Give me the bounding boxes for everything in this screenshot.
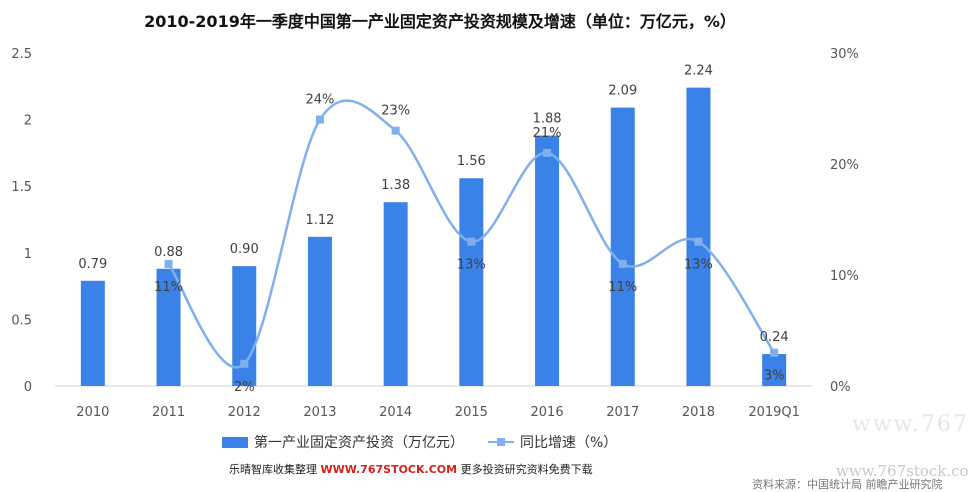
line-point bbox=[467, 237, 476, 246]
x-tick-label: 2011 bbox=[152, 405, 185, 420]
y-left-tick-label: 1 bbox=[24, 247, 32, 262]
bar-value-label: 0.90 bbox=[230, 242, 259, 257]
bar bbox=[762, 354, 787, 386]
bar-value-label: 1.56 bbox=[457, 154, 486, 169]
legend-bar-label: 第一产业固定资产投资（万亿元） bbox=[254, 435, 464, 451]
source-note: 资料来源：中国统计局 前瞻产业研究院 bbox=[752, 478, 943, 491]
footer-tagline: 更多投资研究资料免费下载 bbox=[460, 463, 593, 476]
legend-item-line: 同比增速（%） bbox=[488, 432, 617, 452]
bar bbox=[610, 107, 635, 386]
line-value-label: 3% bbox=[764, 369, 785, 384]
footer-url-link[interactable]: WWW.767STOCK.COM bbox=[320, 463, 458, 476]
y-right-tick-label: 30% bbox=[830, 47, 859, 62]
x-tick-label: 2012 bbox=[228, 405, 261, 420]
bar bbox=[535, 135, 560, 386]
bar-value-label: 0.24 bbox=[760, 330, 789, 345]
watermark-site: www.767stock.com bbox=[836, 462, 968, 480]
bar-value-label: 0.88 bbox=[154, 245, 183, 260]
line-value-label: 2% bbox=[234, 380, 255, 395]
y-left-tick-label: 0 bbox=[24, 380, 32, 395]
bar bbox=[383, 202, 408, 386]
line-point bbox=[315, 115, 324, 124]
line-value-label: 11% bbox=[154, 280, 183, 295]
line-point bbox=[618, 259, 627, 268]
x-tick-label: 2010 bbox=[76, 405, 109, 420]
line-point bbox=[240, 359, 249, 368]
bar-value-label: 2.24 bbox=[684, 64, 713, 79]
bar bbox=[156, 268, 181, 386]
growth-line bbox=[167, 99, 776, 369]
line-value-label: 13% bbox=[457, 258, 486, 273]
legend-bar-swatch bbox=[222, 436, 248, 448]
y-right-tick-label: 10% bbox=[830, 269, 859, 284]
line-point bbox=[770, 348, 779, 357]
bar-value-label: 1.88 bbox=[533, 112, 562, 127]
legend: 第一产业固定资产投资（万亿元） 同比增速（%） bbox=[222, 432, 641, 452]
line-point bbox=[543, 148, 552, 157]
bar-value-label: 1.38 bbox=[381, 178, 410, 193]
legend-line-swatch bbox=[488, 438, 514, 446]
x-tick-label: 2015 bbox=[455, 405, 488, 420]
line-point bbox=[164, 259, 173, 268]
x-tick-label: 2014 bbox=[379, 405, 412, 420]
line-value-label: 24% bbox=[305, 93, 334, 108]
chart-title: 2010-2019年一季度中国第一产业固定资产投资规模及增速（单位：万亿元，%） bbox=[144, 12, 736, 31]
x-tick-label: 2017 bbox=[606, 405, 639, 420]
x-tick-label: 2018 bbox=[682, 405, 715, 420]
y-left-tick-label: 0.5 bbox=[11, 313, 32, 328]
legend-line-label: 同比增速（%） bbox=[520, 435, 618, 451]
line-value-label: 23% bbox=[381, 104, 410, 119]
y-right-tick-label: 0% bbox=[830, 380, 851, 395]
footer-collector: 乐晴智库收集整理 bbox=[229, 463, 317, 476]
bar bbox=[80, 280, 105, 386]
bar bbox=[686, 87, 711, 387]
line-point bbox=[391, 126, 400, 135]
bar-value-label: 0.79 bbox=[78, 257, 107, 272]
x-tick-label: 2019Q1 bbox=[748, 405, 800, 420]
line-value-label: 21% bbox=[533, 126, 562, 141]
y-left-tick-label: 1.5 bbox=[11, 180, 32, 195]
line-value-label: 11% bbox=[608, 280, 637, 295]
bar-value-label: 2.09 bbox=[608, 84, 637, 99]
legend-item-bar: 第一产业固定资产投资（万亿元） bbox=[222, 432, 464, 452]
x-tick-label: 2016 bbox=[531, 405, 564, 420]
footer-credit: 乐晴智库收集整理 WWW.767STOCK.COM 更多投资研究资料免费下载 bbox=[229, 461, 593, 477]
bar bbox=[307, 236, 332, 386]
y-right-tick-label: 20% bbox=[830, 158, 859, 173]
line-value-label: 13% bbox=[684, 258, 713, 273]
x-tick-label: 2013 bbox=[303, 405, 336, 420]
y-left-tick-label: 2 bbox=[24, 114, 32, 129]
bar-value-label: 1.12 bbox=[305, 213, 334, 228]
watermark-partial: www.767s bbox=[852, 412, 968, 437]
bar bbox=[459, 178, 484, 386]
y-left-tick-label: 2.5 bbox=[11, 47, 32, 62]
line-point bbox=[694, 237, 703, 246]
